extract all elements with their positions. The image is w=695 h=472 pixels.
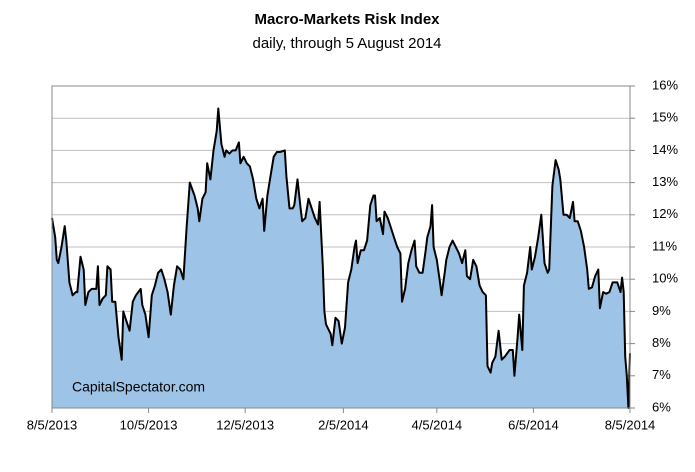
y-tick-label: 13% <box>652 174 678 189</box>
x-tick-label: 4/5/2014 <box>412 417 463 432</box>
x-tick-label: 12/5/2013 <box>216 417 274 432</box>
x-tick-label: 2/5/2014 <box>318 417 369 432</box>
y-tick-label: 10% <box>652 271 678 286</box>
y-tick-label: 15% <box>652 110 678 125</box>
y-tick-label: 16% <box>652 77 678 92</box>
y-tick-label: 12% <box>652 206 678 221</box>
x-tick-label: 8/5/2013 <box>27 417 78 432</box>
line <box>51 107 631 409</box>
y-tick-label: 8% <box>652 335 671 350</box>
x-tick-label: 8/5/2014 <box>605 417 656 432</box>
x-tick-label: 10/5/2013 <box>120 417 178 432</box>
chart-subtitle: daily, through 5 August 2014 <box>252 35 441 52</box>
y-tick-label: 7% <box>652 367 671 382</box>
annotation: CapitalSpectator.com <box>72 379 205 395</box>
y-tick-label: 11% <box>652 238 677 253</box>
y-tick-label: 14% <box>652 142 678 157</box>
area <box>52 108 630 408</box>
chart-title: Macro-Markets Risk Index <box>254 11 440 28</box>
x-tick-label: 6/5/2014 <box>508 417 559 432</box>
y-tick-label: 6% <box>652 399 671 414</box>
y-tick-label: 9% <box>652 303 671 318</box>
